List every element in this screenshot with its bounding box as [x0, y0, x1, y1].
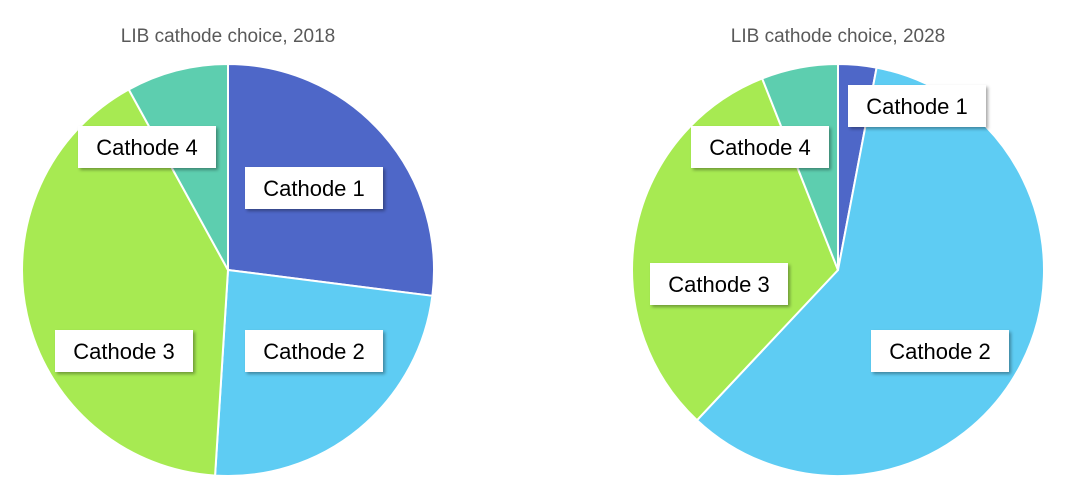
chart-title-2028: LIB cathode choice, 2028 [731, 26, 945, 47]
pie-2028: Cathode 1 Cathode 2 Cathode 3 Cathode 4 [631, 63, 1045, 477]
data-label-text: Cathode 2 [263, 339, 365, 364]
data-label-text: Cathode 4 [96, 135, 198, 160]
data-label-text: Cathode 2 [889, 339, 991, 364]
data-label-1: Cathode 1 [245, 167, 383, 209]
data-label-text: Cathode 3 [73, 339, 175, 364]
data-label-3: Cathode 3 [650, 263, 788, 305]
data-label-text: Cathode 1 [866, 94, 968, 119]
data-label-3: Cathode 3 [55, 330, 193, 372]
data-label-text: Cathode 3 [668, 272, 770, 297]
data-label-text: Cathode 1 [263, 176, 365, 201]
pie-2018: Cathode 1 Cathode 2 Cathode 3 Cathode 4 [21, 63, 435, 477]
data-label-2: Cathode 2 [871, 330, 1009, 372]
data-label-4: Cathode 4 [78, 126, 216, 168]
data-label-box [691, 126, 829, 168]
data-label-box [55, 330, 193, 372]
data-label-box [848, 85, 986, 127]
pie-slice-2 [214, 269, 434, 477]
data-label-box [245, 330, 383, 372]
data-label-box [650, 263, 788, 305]
data-label-4: Cathode 4 [691, 126, 829, 168]
data-label-box [245, 167, 383, 209]
chart-title-2018: LIB cathode choice, 2018 [121, 26, 335, 47]
data-label-box [78, 126, 216, 168]
data-label-2: Cathode 2 [245, 330, 383, 372]
data-label-1: Cathode 1 [848, 85, 986, 127]
data-label-text: Cathode 4 [709, 135, 811, 160]
pie-slice-3 [21, 88, 229, 477]
data-label-box [871, 330, 1009, 372]
